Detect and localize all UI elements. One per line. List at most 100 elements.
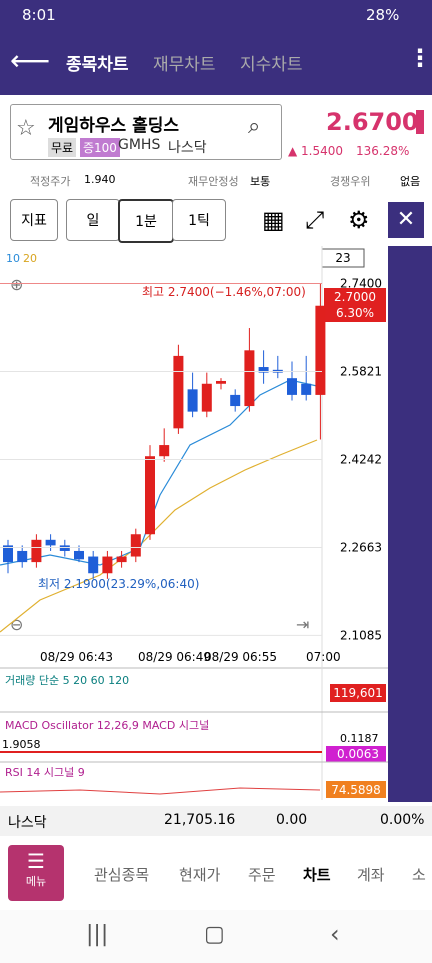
candle-body (17, 550, 28, 563)
candle-body (59, 545, 70, 551)
expand-icon[interactable]: ⤢ (305, 206, 325, 234)
macd-value: 0.0063 (337, 747, 379, 761)
star-icon[interactable]: ☆ (16, 116, 36, 141)
candle-body (145, 456, 155, 535)
indicator-button[interactable]: 지표 (10, 199, 58, 241)
candle-body (216, 380, 226, 384)
zoom-out[interactable]: ⊖ (10, 615, 23, 634)
settings-icon[interactable]: ⚙ (348, 206, 370, 234)
menu-label: 메뉴 (25, 875, 47, 888)
tab[interactable]: 지수차트 (240, 55, 303, 75)
nav-item[interactable]: 주문 (248, 866, 276, 884)
info-value: 없음 (400, 175, 421, 188)
info-value: 보통 (250, 175, 271, 188)
y-tick-label: 2.4242 (340, 452, 382, 466)
low-note: 최저 2.1900(23.29%,06:40) (38, 577, 199, 591)
count: 23 (335, 251, 350, 265)
ticker-change: 0.00 (276, 812, 308, 828)
nav-item[interactable]: 계좌 (357, 866, 385, 884)
tag: 무료 (48, 138, 77, 157)
rsi-line (0, 787, 321, 795)
current-price: 2.7000 (334, 290, 376, 304)
price-bar (416, 110, 424, 134)
ma-legend: 20 (23, 252, 37, 265)
high-note: 최고 2.7400(−1.46%,07:00) (142, 285, 306, 299)
zoom-in[interactable]: ⊕ (10, 275, 23, 294)
rsi-title: RSI 14 시그널 9 (5, 766, 85, 779)
ticker-value: 21,705.16 (164, 812, 236, 828)
ma-line (0, 439, 318, 633)
candle-body (187, 389, 198, 412)
battery: 28% (366, 6, 400, 24)
candle-body (315, 305, 326, 395)
rsi-value: 74.5898 (331, 783, 381, 797)
tab[interactable]: 재무차트 (153, 55, 216, 75)
macd-tick: 1.9058 (2, 738, 41, 751)
candle-body (116, 556, 127, 563)
candle-body (301, 383, 312, 395)
macd-title: MACD Oscillator 12,26,9 MACD 시그널 (5, 719, 209, 732)
search-icon[interactable]: ⌕ (248, 114, 261, 139)
candle-body (45, 539, 56, 546)
ticker-bar (0, 806, 432, 836)
info-label: 적정주가 (30, 175, 71, 188)
period-button[interactable]: 일 (66, 199, 120, 241)
nav-item[interactable]: 소 (412, 866, 426, 884)
recent-button[interactable]: ||| (86, 922, 109, 947)
macd-tick: 0.1187 (340, 732, 379, 745)
info-label: 재무안정성 (188, 175, 239, 188)
candle-body (74, 550, 84, 560)
y-tick-label: 2.7400 (340, 276, 382, 290)
layout-icon[interactable]: ▦ (262, 206, 285, 234)
search-box[interactable] (10, 104, 282, 160)
ticker-rate: 0.00% (380, 812, 425, 828)
rate: 136.28% (356, 144, 410, 158)
tab[interactable]: 종목차트 (66, 55, 129, 75)
period-button[interactable]: 1분 (118, 199, 174, 243)
top-bar (0, 0, 432, 95)
more-button[interactable]: ⋮ (408, 44, 432, 72)
price: 2.6700 (326, 108, 419, 136)
volume-value: 119,601 (333, 686, 383, 700)
x-label: 08/29 06:49 (138, 650, 211, 664)
back-button[interactable]: ⟵ (10, 44, 51, 77)
tag: 증100 (80, 138, 120, 157)
market: 나스닥 (168, 140, 207, 156)
scroll-end[interactable]: ⇥ (296, 615, 309, 634)
x-label: 08/29 06:55 (204, 650, 277, 664)
period-button[interactable]: 1틱 (172, 199, 226, 241)
info-value: 1.940 (84, 173, 116, 186)
candle-body (230, 394, 241, 407)
home-button[interactable]: ▢ (204, 922, 225, 947)
back-system[interactable]: ‹ (330, 920, 340, 948)
y-tick-label: 2.5821 (340, 364, 382, 378)
ma-legend: 10 (6, 252, 20, 265)
macd-box (326, 746, 386, 762)
side-toolbar (388, 246, 432, 802)
tools-button[interactable]: ✕ (388, 202, 424, 238)
ticker-name: 나스닥 (8, 815, 47, 831)
menu-button[interactable]: ☰ 메뉴 (8, 845, 64, 901)
x-label: 08/29 06:43 (40, 650, 113, 664)
info-label: 경쟁우위 (330, 175, 371, 188)
current-rate: 6.30% (336, 306, 374, 320)
x-label: 07:00 (306, 650, 341, 664)
candle-body (287, 378, 297, 395)
stock-name: 게임하우스 홀딩스 (48, 116, 180, 136)
status-time: 8:01 (22, 6, 56, 24)
volume-title: 거래량 단순 5 20 60 120 (5, 674, 129, 687)
nav-item[interactable]: 현재가 (179, 866, 221, 884)
ma-line (0, 379, 318, 566)
nav-item[interactable]: 차트 (303, 866, 331, 884)
candle-body (258, 367, 269, 373)
stock-code: GMHS (118, 137, 161, 153)
change: ▲ 1.5400 (288, 144, 344, 158)
candle-body (244, 350, 255, 407)
current-price-box (324, 288, 386, 322)
candle-body (102, 556, 113, 574)
nav-item[interactable]: 관심종목 (94, 866, 150, 884)
volume-box (330, 684, 386, 702)
candle-body (159, 445, 170, 457)
candle-body (3, 545, 13, 563)
